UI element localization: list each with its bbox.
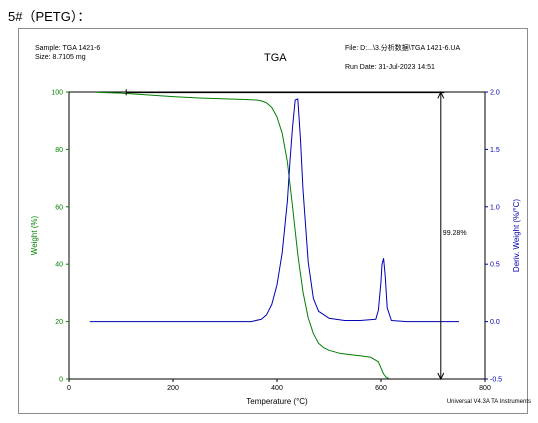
x-tick-label: 200 [167, 385, 179, 392]
y2-tick-label: 0.5 [490, 262, 500, 269]
x-axis-label: Temperature (°C) [246, 397, 308, 406]
step-arrow-top [437, 91, 445, 99]
weight-line [94, 91, 389, 379]
weight-loss-annotation: 99.28% [443, 230, 467, 237]
step-arrow-bottom [437, 372, 445, 381]
x-tick-label: 400 [271, 385, 283, 392]
chart-title: TGA [264, 52, 287, 64]
y2-tick-label: 1.0 [490, 204, 500, 211]
step-marker [125, 89, 445, 381]
y-tick-label: 100 [51, 90, 63, 97]
file-label: File: D:...\3.分析数据\TGA 1421-6.UA [345, 45, 461, 52]
y-tick-label: 80 [55, 147, 63, 154]
axes [68, 91, 486, 380]
instrument-footer: Universal V4.3A TA Instruments [447, 399, 531, 405]
size-label: Size: 8.7105 mg [35, 54, 86, 61]
sample-label: Sample: TGA 1421-6 [35, 45, 101, 52]
x-tick-label: 600 [375, 385, 387, 392]
y2-tick-label: 2.0 [490, 90, 500, 97]
chart-frame [18, 28, 528, 414]
ticks: 0 200 400 600 800 0 20 40 60 80 100 -0.5 0.0 0.5 1.0 1.… [51, 90, 502, 393]
plot-area [68, 91, 486, 380]
run-date-label: Run Date: 31-Jul-2023 14:51 [345, 64, 435, 71]
y2-axis-label: Deriv. Weight (%/°C) [512, 199, 521, 272]
y2-tick-label: 1.5 [490, 147, 500, 154]
y-axis-label: Weight (%) [30, 215, 39, 255]
y2-tick-label: -0.5 [490, 377, 502, 384]
x-tick-label: 0 [67, 385, 71, 392]
y-tick-label: 40 [55, 262, 63, 269]
y-tick-label: 20 [55, 319, 63, 326]
deriv-weight-line [89, 98, 459, 323]
y-tick-label: 0 [59, 377, 63, 384]
x-tick-label: 800 [479, 385, 491, 392]
page-heading: 5#（PETG）： [8, 9, 91, 24]
y-tick-label: 60 [55, 204, 63, 211]
series [89, 91, 459, 379]
y2-tick-label: 0.0 [490, 319, 500, 326]
